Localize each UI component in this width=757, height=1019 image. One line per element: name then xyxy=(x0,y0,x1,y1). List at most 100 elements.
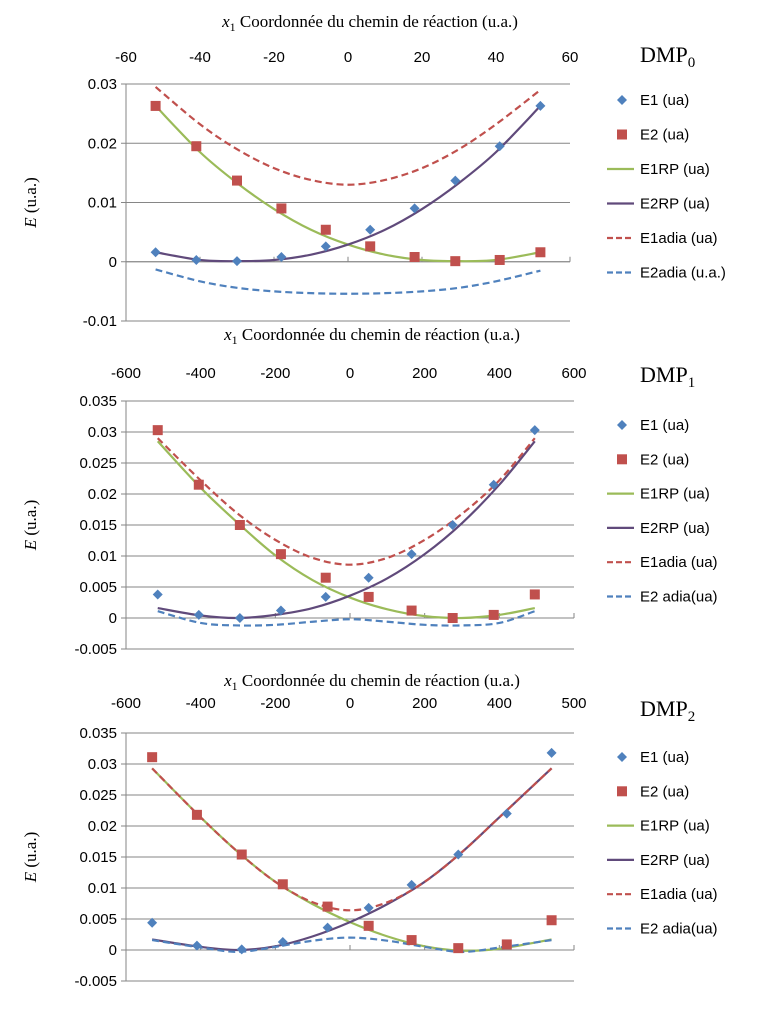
y-tick-label: 0.005 xyxy=(79,911,117,928)
series-point-e1 xyxy=(363,572,374,583)
y-axis-title: E (u.a.) xyxy=(21,832,40,884)
y-axis-title-unit: (u.a.) xyxy=(21,832,40,872)
y-axis-title-var: E xyxy=(21,217,40,229)
y-tick-label: 0.025 xyxy=(79,787,117,804)
legend-label: E2 (ua) xyxy=(640,451,689,468)
panel-title-base: DMP xyxy=(640,42,688,67)
series-line-4 xyxy=(154,86,542,186)
y-tick-label: 0.03 xyxy=(88,756,117,773)
y-tick-label: 0.03 xyxy=(88,76,117,93)
y-tick-label: 0.035 xyxy=(79,393,117,410)
series-point-e1 xyxy=(277,936,288,947)
series-point-e1 xyxy=(365,224,376,235)
y-axis-title: E (u.a.) xyxy=(21,177,40,229)
series-point-e2 xyxy=(488,609,499,620)
legend-label: E2 (ua) xyxy=(640,783,689,800)
series-point-e1 xyxy=(191,940,202,951)
legend-label: E2RP (ua) xyxy=(640,520,710,537)
series-point-e2 xyxy=(275,549,286,560)
y-tick-label: 0.015 xyxy=(79,517,117,534)
legend-label: E1RP (ua) xyxy=(640,161,710,178)
x-tick-label: 400 xyxy=(487,365,512,382)
x-tick-label: 0 xyxy=(346,695,354,712)
x-tick-label: -200 xyxy=(260,695,290,712)
series-point-e2 xyxy=(363,591,374,602)
series-point-e1 xyxy=(363,902,374,913)
series-point-e1 xyxy=(535,100,546,111)
y-tick-label: 0 xyxy=(109,610,117,627)
y-tick-label: 0.035 xyxy=(79,725,117,742)
y-tick-label: 0.025 xyxy=(79,455,117,472)
series-point-e1 xyxy=(275,605,286,616)
chart-panel-0: -0.01 0 0.01 0.02 0.03 -60 -40 -20 0 20 40 60 x1 Coo… xyxy=(21,12,726,330)
x-tick-label: 20 xyxy=(414,49,431,66)
series-point-e2 xyxy=(191,141,202,152)
panel-title-sub: 1 xyxy=(688,375,696,391)
series-point-e2 xyxy=(236,849,247,860)
series-point-e1 xyxy=(193,609,204,620)
series-point-e1 xyxy=(488,479,499,490)
legend-label: E1RP (ua) xyxy=(640,486,710,503)
x-axis-title-var: x xyxy=(223,325,232,344)
y-tick-label: 0.005 xyxy=(79,579,117,596)
legend-label: E2 adia(ua) xyxy=(640,921,718,938)
series-point-e1 xyxy=(406,549,417,560)
y-axis-title-var: E xyxy=(21,539,40,551)
series-point-e2 xyxy=(276,203,287,214)
y-tick-label: 0.02 xyxy=(88,135,117,152)
legend-marker-square xyxy=(617,129,627,140)
x-axis-title-var: x xyxy=(223,671,232,690)
series-line-5 xyxy=(157,610,536,627)
series-point-e1 xyxy=(320,591,331,602)
y-axis-title-unit: (u.a.) xyxy=(21,500,40,540)
y-tick-label: -0.01 xyxy=(83,313,117,330)
x-tick-label: 600 xyxy=(561,365,586,382)
series-point-e2 xyxy=(406,935,417,946)
series-line-3 xyxy=(157,440,536,620)
y-axis-title-unit: (u.a.) xyxy=(21,177,40,217)
series-point-e2 xyxy=(406,605,417,616)
x-tick-label: -40 xyxy=(189,49,211,66)
panel-title: DMP1 xyxy=(640,362,695,391)
series-point-e2 xyxy=(409,252,420,263)
series-point-e2 xyxy=(152,425,163,436)
series-point-e1 xyxy=(276,252,287,263)
panel-title: DMP0 xyxy=(640,42,695,71)
series-point-e2 xyxy=(546,915,557,926)
x-axis-title: x1 Coordonnée du chemin de réaction (u.a… xyxy=(223,325,520,347)
series-point-e1 xyxy=(406,879,417,890)
x-axis-title: x1 Coordonnée du chemin de réaction (u.a… xyxy=(221,12,518,34)
series-point-e2 xyxy=(150,100,161,111)
series-point-e2 xyxy=(494,254,505,265)
panel-title-sub: 2 xyxy=(688,709,696,725)
panel-title-base: DMP xyxy=(640,362,688,387)
series-point-e1 xyxy=(232,256,242,267)
y-tick-label: -0.005 xyxy=(74,641,117,658)
series-point-e1 xyxy=(447,520,458,530)
legend-marker-diamond xyxy=(617,752,627,762)
legend-marker-diamond xyxy=(617,95,627,105)
series-point-e1 xyxy=(234,613,245,623)
y-tick-label: 0.03 xyxy=(88,424,117,441)
legend-marker-diamond xyxy=(617,420,627,430)
legend-label: E1adia (ua) xyxy=(640,886,718,903)
series-point-e1 xyxy=(409,203,420,214)
legend-label: E1 (ua) xyxy=(640,749,689,766)
series-point-e1 xyxy=(494,141,505,152)
x-tick-label: -600 xyxy=(111,695,141,712)
series-point-e2 xyxy=(320,224,331,235)
x-tick-label: -600 xyxy=(111,365,141,382)
series-point-e1 xyxy=(320,241,331,252)
series-line-4 xyxy=(156,437,536,566)
legend-label: E2 adia(ua) xyxy=(640,589,718,606)
x-axis-title: x1 Coordonnée du chemin de réaction (u.a… xyxy=(223,671,520,693)
y-tick-label: 0.02 xyxy=(88,818,117,835)
series-point-e2 xyxy=(453,943,464,954)
series-point-e2 xyxy=(234,520,245,530)
x-axis-title-text: Coordonnée du chemin de réaction (u.a.) xyxy=(238,325,520,344)
y-tick-label: 0.01 xyxy=(88,195,117,212)
x-axis-title-var: x xyxy=(221,12,230,31)
series-line-3 xyxy=(155,105,542,263)
series-line-5 xyxy=(155,268,541,295)
